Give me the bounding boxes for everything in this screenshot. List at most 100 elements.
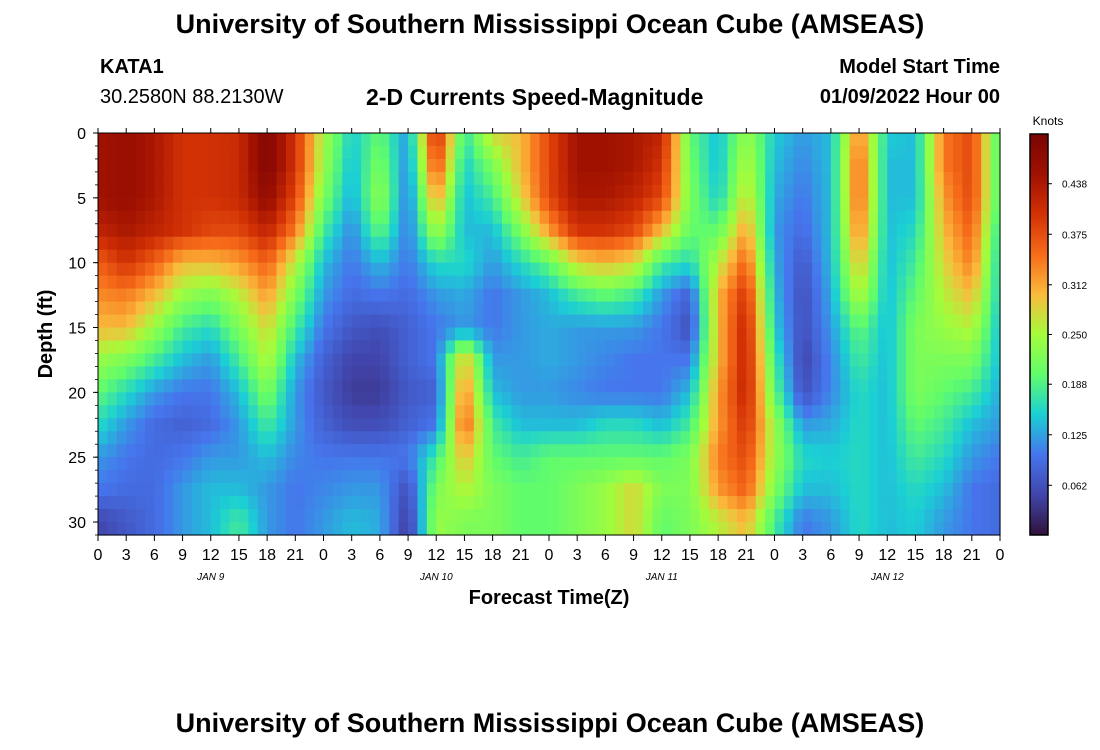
heatmap-cell	[595, 379, 606, 393]
heatmap-cell	[943, 223, 954, 238]
heatmap-cell	[736, 262, 747, 277]
heatmap-cell	[238, 275, 249, 290]
heatmap-cell	[906, 522, 917, 536]
heatmap-cell	[549, 457, 559, 471]
heatmap-cell	[210, 301, 221, 316]
heatmap-cell	[379, 288, 390, 303]
heatmap-cell	[492, 496, 503, 510]
heatmap-cell	[238, 184, 249, 199]
heatmap-cell	[577, 184, 588, 199]
heatmap-cell	[248, 392, 259, 406]
heatmap-cell	[549, 158, 559, 173]
heatmap-cell	[408, 340, 419, 355]
heatmap-cell	[915, 133, 926, 147]
heatmap-cell	[708, 184, 719, 199]
heatmap-cell	[304, 431, 315, 445]
heatmap-cell	[370, 133, 381, 147]
heatmap-cell	[182, 171, 193, 186]
heatmap-cell	[755, 405, 766, 419]
heatmap-cell	[586, 158, 597, 173]
heatmap-cell	[859, 314, 870, 329]
heatmap-cell	[802, 158, 813, 173]
heatmap-cell	[661, 418, 672, 432]
heatmap-cell	[736, 379, 747, 393]
heatmap-cell	[812, 262, 823, 277]
heatmap-cell	[859, 392, 870, 406]
heatmap-cell	[689, 210, 700, 225]
heatmap-cell	[915, 509, 926, 523]
heatmap-cell	[971, 184, 982, 199]
heatmap-cell	[943, 418, 954, 432]
heatmap-cell	[276, 327, 287, 342]
heatmap-cell	[868, 431, 879, 445]
heatmap-cell	[436, 314, 447, 329]
heatmap-cell	[502, 314, 513, 329]
heatmap-cell	[238, 288, 249, 303]
heatmap-cell	[783, 171, 794, 186]
heatmap-cell	[746, 457, 757, 471]
heatmap-cell	[398, 522, 409, 536]
heatmap-cell	[830, 405, 841, 419]
heatmap-cell	[473, 197, 484, 212]
heatmap-cell	[126, 483, 137, 497]
heatmap-cell	[652, 236, 663, 251]
heatmap-cell	[971, 223, 982, 238]
heatmap-cell	[163, 340, 174, 355]
heatmap-cell	[173, 223, 184, 238]
heatmap-cell	[342, 184, 353, 199]
heatmap-cell	[229, 223, 240, 238]
heatmap-cell	[614, 431, 625, 445]
heatmap-cell	[445, 197, 456, 212]
heatmap-cell	[877, 522, 888, 536]
heatmap-cell	[98, 171, 108, 186]
heatmap-cell	[802, 444, 813, 458]
heatmap-cell	[990, 288, 1001, 303]
heatmap-cell	[661, 483, 672, 497]
heatmap-cell	[351, 184, 362, 199]
heatmap-cell	[718, 418, 729, 432]
heatmap-cell	[962, 301, 973, 316]
heatmap-cell	[859, 444, 870, 458]
heatmap-cell	[520, 184, 531, 199]
heatmap-cell	[201, 405, 212, 419]
heatmap-cell	[746, 483, 757, 497]
heatmap-cell	[586, 483, 597, 497]
heatmap-cell	[455, 262, 466, 277]
heatmap-cell	[755, 340, 766, 355]
heatmap-cell	[144, 379, 155, 393]
heatmap-cell	[642, 457, 653, 471]
heatmap-cell	[586, 444, 597, 458]
heatmap-cell	[539, 379, 550, 393]
heatmap-cell	[727, 457, 738, 471]
heatmap-cell	[483, 223, 494, 238]
heatmap-cell	[642, 444, 653, 458]
heatmap-cell	[708, 262, 719, 277]
heatmap-cell	[520, 418, 531, 432]
heatmap-cell	[671, 405, 682, 419]
heatmap-cell	[351, 210, 362, 225]
heatmap-cell	[539, 457, 550, 471]
heatmap-cell	[520, 171, 531, 186]
heatmap-cell	[605, 470, 616, 484]
heatmap-cell	[408, 470, 419, 484]
heatmap-cell	[633, 522, 644, 536]
heatmap-cell	[783, 301, 794, 316]
heatmap-cell	[398, 418, 409, 432]
heatmap-cell	[248, 340, 259, 355]
heatmap-cell	[765, 301, 776, 316]
heatmap-cell	[887, 184, 898, 199]
heatmap-cell	[257, 314, 268, 329]
heatmap-cell	[746, 197, 757, 212]
heatmap-cell	[981, 158, 992, 173]
heatmap-cell	[426, 301, 437, 316]
heatmap-cell	[774, 444, 785, 458]
heatmap-cell	[98, 431, 108, 445]
heatmap-cell	[201, 210, 212, 225]
heatmap-cell	[389, 249, 400, 264]
heatmap-cell	[267, 288, 278, 303]
heatmap-cell	[229, 392, 240, 406]
heatmap-cell	[276, 275, 287, 290]
heatmap-cell	[398, 379, 409, 393]
heatmap-cell	[398, 145, 409, 160]
